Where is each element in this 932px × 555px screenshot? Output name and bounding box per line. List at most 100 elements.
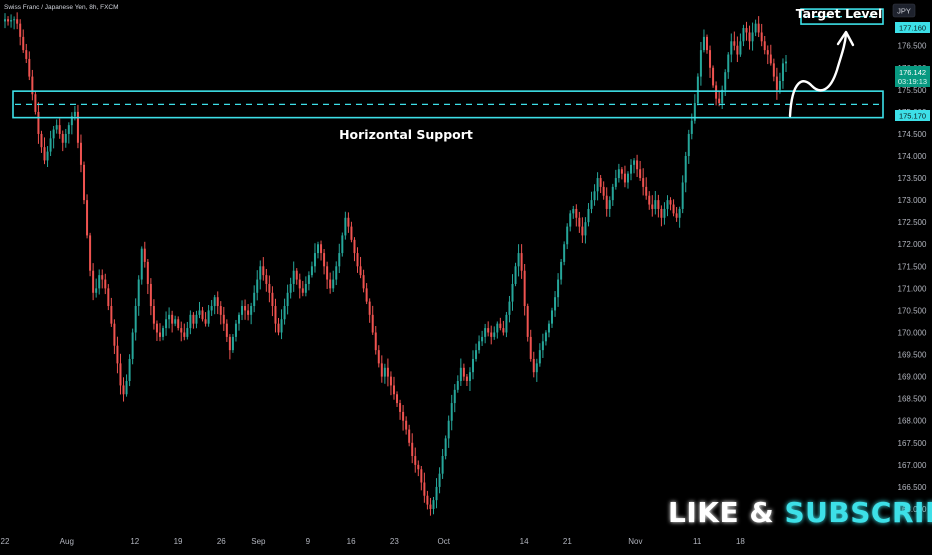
candle-body [688,134,690,156]
candle-body [302,288,304,292]
candle-body [618,169,620,178]
candle-body [104,280,106,289]
y-tick-label: 168.500 [898,395,927,404]
candle-body [332,280,334,289]
candle-body [770,55,772,64]
candle-body [673,205,675,214]
candle-body [247,310,249,314]
candle-body [755,24,757,33]
candle-body [372,315,374,333]
candle-body [74,112,76,116]
y-tick-label: 176.500 [898,42,927,51]
candle-body [10,20,12,21]
candle-body [545,332,547,341]
candle-body [262,266,264,275]
x-tick-label: 16 [347,537,356,546]
candle-body [442,456,444,474]
candle-body [697,77,699,103]
y-tick-label: 172.000 [898,240,927,249]
candle-body [411,443,413,456]
candle-body [326,266,328,279]
candle-body [22,37,24,50]
y-tick-label: 166.500 [898,483,927,492]
candle-body [238,315,240,324]
candle-body [40,134,42,147]
x-tick-label: 26 [217,537,226,546]
candle-body [311,266,313,275]
candle-body [481,337,483,341]
x-tick-label: 23 [390,537,399,546]
candle-body [153,306,155,324]
candle-body [709,50,711,68]
candle-body [353,240,355,253]
candle-body [663,209,665,218]
x-tick-label: Oct [438,537,451,546]
candle-body [393,385,395,394]
candle-body [113,324,115,346]
candle-body [487,328,489,332]
y-tick-label: 174.500 [898,130,927,139]
candle-body [475,350,477,359]
target-annotation: Target Level [796,6,883,21]
candle-body [344,218,346,236]
candle-body [320,244,322,253]
x-tick-label: 18 [736,537,745,546]
target-price-label: 177.160 [899,24,926,33]
candle-body [126,381,128,394]
candle-body [369,302,371,315]
candle-body [159,332,161,336]
candle-body [174,319,176,323]
candle-body [569,213,571,226]
candle-body [144,249,146,262]
candle-body [229,337,231,350]
candle-body [250,306,252,315]
candle-body [180,328,182,332]
candle-body [426,496,428,505]
candle-body [563,244,565,262]
candle-body [515,266,517,284]
candle-body [305,284,307,293]
candle-body [390,377,392,386]
candle-body [299,280,301,289]
x-tick-label: Sep [251,537,266,546]
candle-body [314,253,316,266]
x-tick-label: 21 [563,537,572,546]
symbol-title[interactable]: Swiss Franc / Japanese Yen, 8h, FXCM [4,4,119,11]
candle-body [168,315,170,319]
candle-body [414,456,416,465]
candle-body [405,421,407,430]
y-tick-label: 168.000 [898,417,927,426]
candle-body [47,152,49,161]
candle-body [271,293,273,306]
candle-body [317,244,319,253]
candle-body [265,275,267,284]
candle-body [454,390,456,403]
candle-body [651,205,653,209]
candle-body [217,297,219,306]
candle-body [4,19,6,21]
candle-body [83,165,85,200]
candle-body [116,346,118,364]
candle-body [429,505,431,509]
candle-body [308,275,310,284]
candle-body [627,174,629,183]
candle-body [472,359,474,372]
candle-body [779,81,781,90]
candle-body [232,337,234,350]
candle-body [654,200,656,209]
candle-body [712,68,714,86]
candle-body [253,293,255,306]
candle-body [89,235,91,270]
candle-body [636,160,638,169]
candle-body [408,430,410,443]
candle-body [758,24,760,33]
candle-body [536,363,538,372]
candle-body [268,284,270,293]
candle-body [381,363,383,376]
candle-body [657,200,659,209]
candle-body [86,200,88,235]
candle-body [706,37,708,50]
candle-body [98,275,100,288]
